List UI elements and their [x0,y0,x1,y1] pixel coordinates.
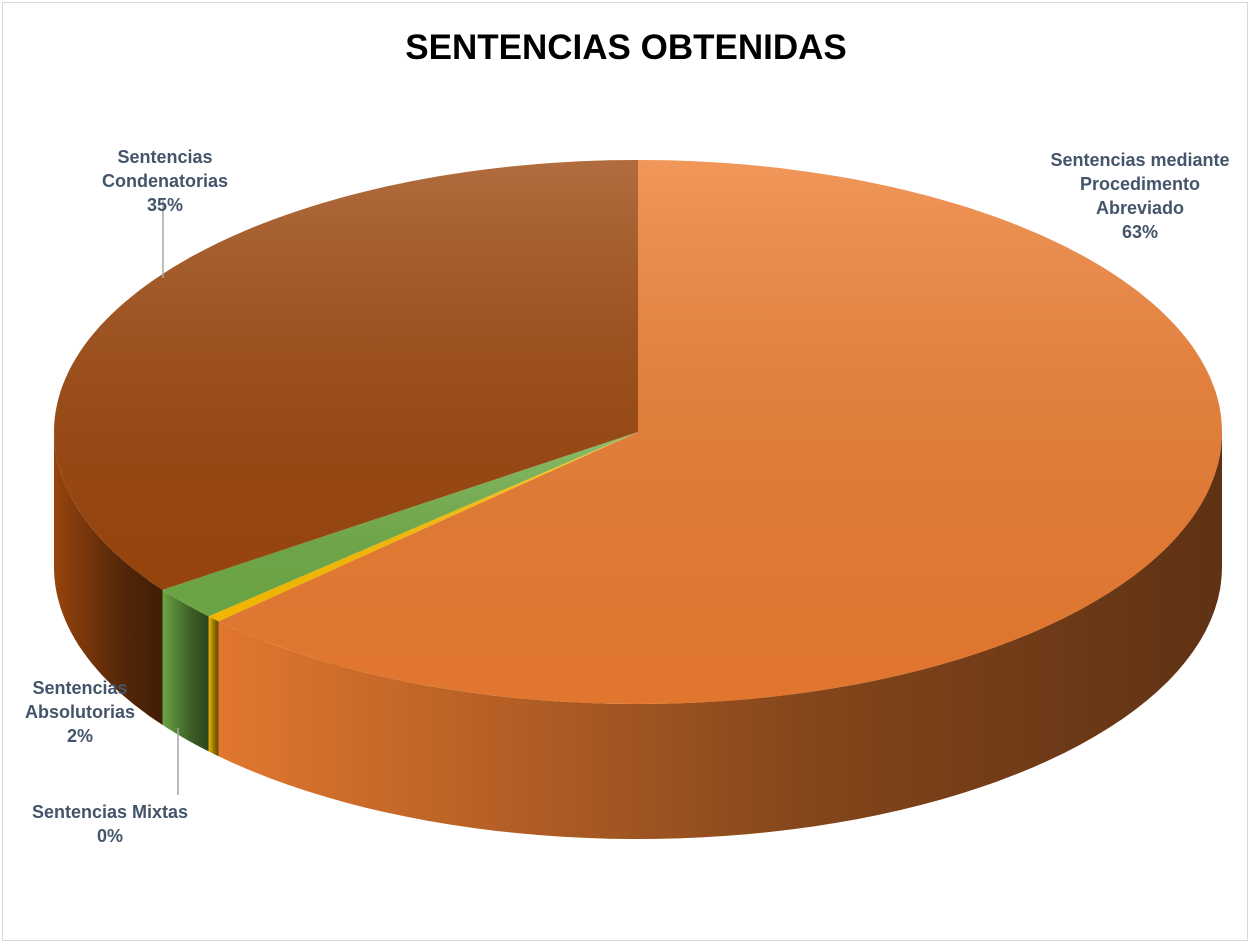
label-name: Sentencias Condenatorias [101,147,229,191]
slice-shade [162,432,638,617]
chart-title: SENTENCIAS OBTENIDAS [405,28,847,67]
slice-side-shade [54,432,163,725]
label-name: Sentencias Absolutorias [24,678,135,722]
label-value: 0% [96,826,123,846]
label-value: 35% [146,195,184,215]
slice-side-shade [218,432,1223,839]
data-label: Sentencias Mixtas 0% [10,800,210,848]
data-label: Sentencias mediante Procedimento Abrevia… [1035,148,1245,244]
slice-side-shade [162,589,209,752]
slice-shade [54,160,638,590]
slice-side-shade [208,616,219,757]
label-value: 2% [66,726,93,746]
data-label: Sentencias Condenatorias 35% [90,145,240,217]
label-name: Sentencias mediante Procedimento Abrevia… [1050,150,1230,218]
slice-shade [218,160,1223,704]
slice-shade [208,432,638,622]
label-name: Sentencias Mixtas [31,802,189,822]
label-value: 63% [1121,222,1159,242]
data-label: Sentencias Absolutorias 2% [15,676,145,748]
